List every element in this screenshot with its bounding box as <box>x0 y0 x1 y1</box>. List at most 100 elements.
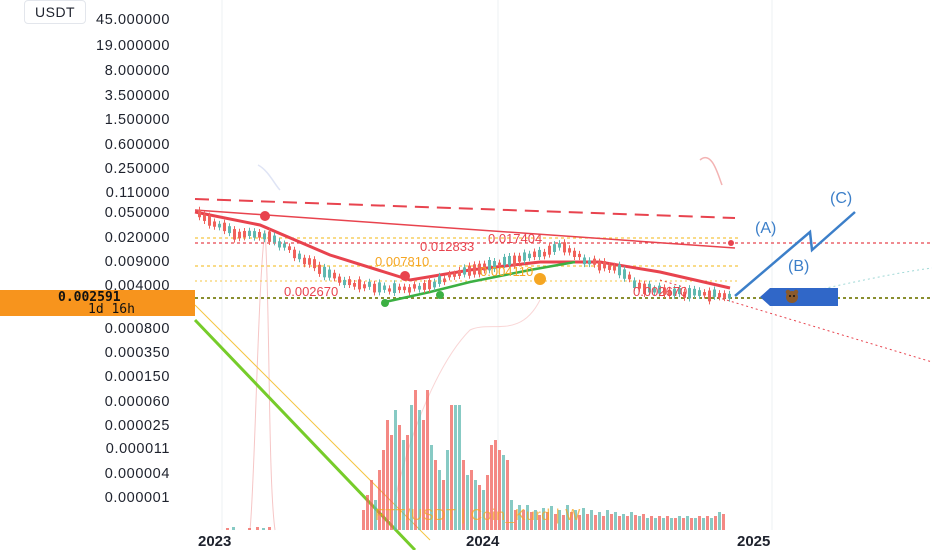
time-label-2024: 2024 <box>466 533 500 550</box>
fib-label-4: 0.002670 <box>284 284 338 299</box>
candle <box>503 256 506 266</box>
price-axis-label: 45.000000 <box>96 12 170 28</box>
price-axis-label: 8.000000 <box>105 63 170 79</box>
price-axis-label: 0.000001 <box>105 490 170 506</box>
marker-red-3 <box>728 240 734 246</box>
volume-bar <box>418 410 421 530</box>
volume-bar <box>374 500 377 530</box>
price-axis-label: 0.050000 <box>105 205 170 221</box>
volume-bar <box>626 516 629 530</box>
candle <box>703 292 706 296</box>
candle <box>543 251 546 257</box>
volume-bar <box>370 480 373 530</box>
candle <box>278 241 281 248</box>
volume-bar <box>666 516 669 530</box>
volume-bar <box>610 514 613 530</box>
volume-bar <box>232 527 235 530</box>
volume-bar <box>482 490 485 530</box>
candle <box>613 265 616 271</box>
current-price-box: 0.002591 1d 16h <box>0 290 195 317</box>
volume-bar <box>406 435 409 530</box>
wave-label-a: (A) <box>755 220 776 237</box>
volume-bar <box>594 515 597 530</box>
volume-bar <box>582 508 585 530</box>
volume-bar <box>702 518 705 530</box>
price-axis-label: 0.000004 <box>105 466 170 482</box>
candle <box>333 272 336 279</box>
currency-label[interactable]: USDT <box>24 0 87 24</box>
volume-bar <box>722 514 725 530</box>
candle <box>498 262 501 267</box>
candle <box>253 231 256 238</box>
candle <box>323 266 326 278</box>
price-axis-label: 3.500000 <box>105 88 170 104</box>
candle <box>208 215 211 226</box>
candle <box>633 280 636 289</box>
candle <box>618 264 621 276</box>
candle <box>238 231 241 239</box>
candle <box>213 221 216 227</box>
volume-bar <box>442 480 445 530</box>
candle <box>648 283 651 293</box>
candle <box>603 261 606 269</box>
candle <box>398 286 401 291</box>
volume-bar <box>534 510 537 530</box>
candle <box>583 257 586 265</box>
volume-bar <box>466 475 469 530</box>
volume-bar <box>248 528 251 530</box>
price-axis-label: 0.000800 <box>105 321 170 337</box>
oscillator-line <box>249 229 276 531</box>
trend-green-support <box>384 260 576 304</box>
volume-bar <box>518 505 521 530</box>
time-label-2023: 2023 <box>198 533 231 550</box>
candle <box>418 285 421 290</box>
volume-bar <box>422 420 425 530</box>
trend-red-projection <box>659 279 932 363</box>
candle <box>538 249 541 258</box>
volume-bar <box>546 512 549 530</box>
fib-label-0: 0.017404 <box>488 231 542 246</box>
candle <box>368 281 371 287</box>
volume-bar <box>678 516 681 530</box>
time-label-2025: 2025 <box>737 533 770 550</box>
candle <box>643 283 646 295</box>
candle <box>298 253 301 260</box>
candle <box>608 265 611 270</box>
volume-bar <box>590 510 593 530</box>
volume-bar <box>538 515 541 530</box>
fib-label-1: 0.012833 <box>420 239 474 254</box>
candle <box>383 285 386 290</box>
volume-bar <box>646 518 649 530</box>
candle <box>623 269 626 279</box>
candle <box>708 290 711 302</box>
volume-bar <box>494 440 497 530</box>
volume-bar <box>430 445 433 530</box>
candle <box>288 246 291 251</box>
volume-bar <box>526 505 529 530</box>
candle <box>563 242 566 253</box>
volume-bar <box>598 512 601 530</box>
price-axis: 45.000000 19.000000 8.000000 3.500000 1.5000… <box>96 12 170 506</box>
candle <box>463 267 466 275</box>
candle <box>393 283 396 293</box>
candle <box>488 260 491 271</box>
bear-badge[interactable] <box>760 288 838 306</box>
volume-bar <box>586 514 589 530</box>
candle <box>228 226 231 234</box>
trend-red-thin <box>194 209 736 249</box>
volume-bar <box>410 405 413 530</box>
candle <box>688 288 691 299</box>
candle <box>528 253 531 259</box>
candle <box>218 223 221 228</box>
volume-bar <box>566 505 569 530</box>
candle <box>248 230 251 237</box>
volume-bar <box>682 518 685 530</box>
candle <box>728 293 731 299</box>
volume-bar <box>414 390 417 530</box>
candle <box>263 233 266 240</box>
candle <box>268 231 271 242</box>
oscillator-fragment-2 <box>257 164 281 191</box>
volume-bar <box>622 514 625 530</box>
